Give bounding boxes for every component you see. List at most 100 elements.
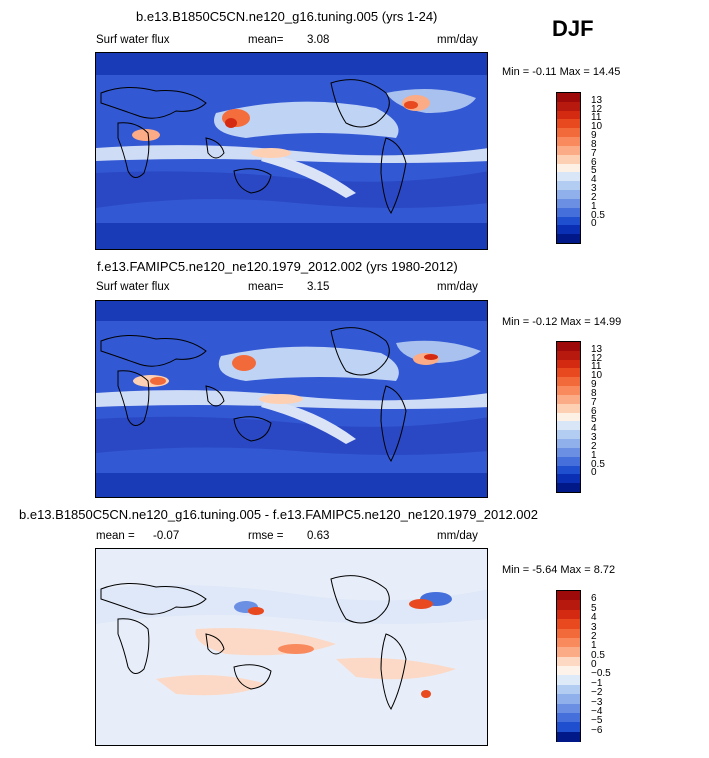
colorbar-tick-label: −1: [591, 677, 603, 689]
colorbar-tick-label: 9: [591, 130, 597, 142]
colorbar-cell: [557, 609, 580, 620]
colorbar-tick-label: 0: [591, 467, 597, 479]
colorbar-cell: [557, 474, 580, 484]
colorbar-tick-label: 5: [591, 165, 597, 177]
colorbar-cell: [557, 198, 580, 209]
panel1-units: mm/day: [437, 34, 478, 46]
colorbar-cell: [557, 234, 580, 244]
colorbar-tick-label: 11: [591, 112, 602, 124]
panel2-minmax: Min = -0.12 Max = 14.99: [502, 316, 622, 328]
colorbar-tick-label: 5: [591, 602, 597, 614]
panel2-mean-label: mean=: [248, 281, 284, 293]
colorbar-tick-label: 1: [591, 200, 597, 212]
panel3-units: mm/day: [437, 530, 478, 542]
panel2-title: f.e13.FAMIPC5.ne120_ne120.1979_2012.002 …: [97, 259, 458, 274]
colorbar-cell: [557, 350, 580, 361]
colorbar-cell: [557, 412, 580, 422]
season-label: DJF: [552, 16, 594, 41]
panel3-mean-value: -0.07: [153, 530, 180, 542]
colorbar-tick-label: 2: [591, 191, 597, 203]
colorbar-cell: [557, 465, 580, 475]
colorbar-cell: [557, 93, 580, 103]
colorbar-cell: [557, 359, 580, 369]
colorbar-tick-label: 3: [591, 621, 597, 633]
colorbar-cell: [557, 137, 580, 147]
colorbar-tick-label: 5: [591, 414, 597, 426]
colorbar-tick-label: 12: [591, 103, 603, 115]
colorbar-cell: [557, 163, 580, 173]
panel3-map-svg: [96, 549, 487, 745]
panel1-colorbar-labels: 13 12 11 10 9 8 7 6 5 4 3 2 1 0.5 0: [591, 92, 631, 244]
colorbar-cell: [557, 619, 580, 629]
colorbar-tick-label: 10: [591, 121, 603, 133]
colorbar-cell: [557, 430, 580, 440]
colorbar-tick-label: 4: [591, 423, 597, 435]
panel1-colorbar: [556, 92, 581, 244]
colorbar-tick-label: 12: [591, 352, 603, 364]
colorbar-tick-label: 6: [591, 156, 597, 168]
colorbar-cell: [557, 456, 580, 467]
colorbar-tick-label: 7: [591, 396, 597, 408]
colorbar-tick-label: 8: [591, 138, 597, 150]
panel2-variable: Surf water flux: [96, 281, 170, 293]
colorbar-cell: [557, 342, 580, 352]
colorbar-tick-label: 0: [591, 659, 597, 670]
colorbar-cell: [557, 403, 580, 414]
colorbar-tick-label: 9: [591, 379, 597, 391]
colorbar-cell: [557, 628, 580, 639]
panel1-minmax: Min = -0.11 Max = 14.45: [502, 66, 621, 78]
panel3-colorbar: [556, 590, 581, 742]
colorbar-cell: [557, 368, 580, 378]
colorbar-tick-label: −6: [591, 724, 603, 736]
colorbar-cell: [557, 394, 580, 405]
colorbar-tick-label: 3: [591, 432, 597, 444]
colorbar-tick-label: 0: [591, 218, 597, 230]
panel1-variable: Surf water flux: [96, 34, 170, 46]
colorbar-cell: [557, 154, 580, 165]
colorbar-cell: [557, 110, 580, 120]
colorbar-cell: [557, 591, 580, 601]
colorbar-tick-label: 3: [591, 183, 597, 195]
colorbar-cell: [557, 172, 580, 182]
colorbar-tick-label: −0.5: [591, 668, 611, 680]
colorbar-tick-label: 8: [591, 387, 597, 399]
panel2-map: [95, 300, 488, 498]
colorbar-cell: [557, 483, 580, 493]
colorbar-tick-label: 2: [591, 440, 597, 452]
colorbar-cell: [557, 447, 580, 458]
colorbar-cell: [557, 712, 580, 723]
colorbar-tick-label: 13: [591, 94, 603, 106]
panel3-minmax: Min = -5.64 Max = 8.72: [502, 564, 616, 576]
panel3-rmse-value: 0.63: [307, 530, 330, 542]
colorbar-cell: [557, 600, 580, 611]
colorbar-cell: [557, 684, 580, 695]
colorbar-cell: [557, 145, 580, 156]
colorbar-tick-label: 1: [591, 640, 597, 652]
colorbar-tick-label: −4: [591, 705, 603, 717]
colorbar-cell: [557, 181, 580, 191]
colorbar-cell: [557, 128, 580, 138]
colorbar-cell: [557, 190, 580, 200]
colorbar-cell: [557, 439, 580, 449]
colorbar-tick-label: 0.5: [591, 458, 605, 470]
colorbar-tick-label: 7: [591, 147, 597, 159]
panel3-mean-label: mean =: [96, 530, 135, 542]
colorbar-tick-label: 0.5: [591, 649, 605, 661]
colorbar-cell: [557, 377, 580, 387]
colorbar-tick-label: 0.5: [591, 209, 605, 221]
colorbar-cell: [557, 637, 580, 648]
panel2-mean-value: 3.15: [307, 281, 330, 293]
colorbar-cell: [557, 694, 580, 704]
colorbar-cell: [557, 207, 580, 218]
colorbar-tick-label: 4: [591, 174, 597, 186]
colorbar-tick-label: 6: [591, 405, 597, 417]
panel3-map: [95, 548, 488, 746]
colorbar-tick-label: 1: [591, 449, 597, 461]
panel2-colorbar: [556, 341, 581, 493]
colorbar-cell: [557, 216, 580, 226]
panel3-rmse-label: rmse =: [248, 530, 284, 542]
colorbar-cell: [557, 731, 580, 742]
colorbar-tick-label: −5: [591, 715, 603, 727]
colorbar-cell: [557, 386, 580, 396]
colorbar-tick-label: 4: [591, 612, 597, 624]
